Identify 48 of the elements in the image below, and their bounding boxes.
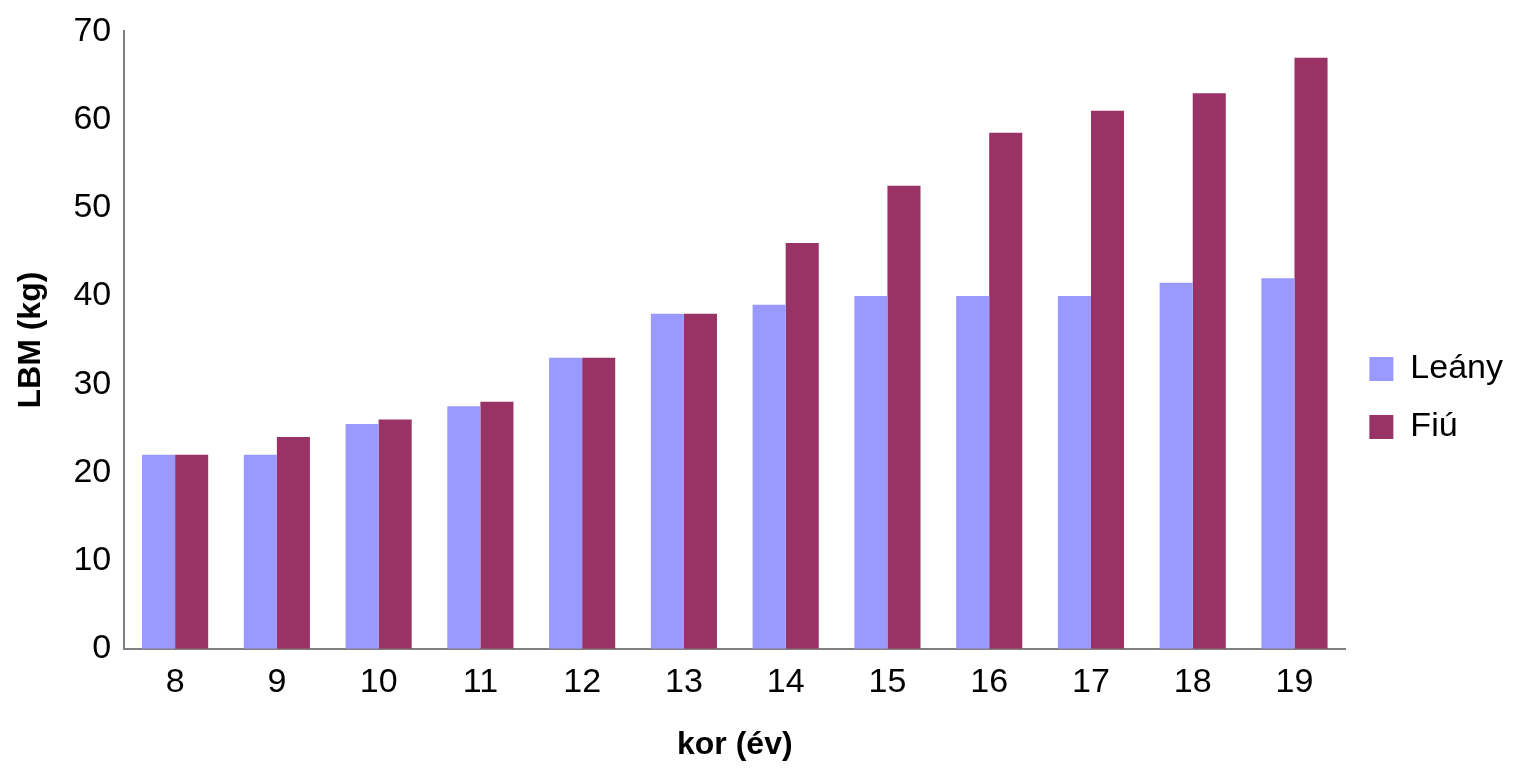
bar: [447, 406, 481, 649]
bar: [1261, 278, 1295, 649]
x-tick-label: 18: [1173, 660, 1212, 699]
x-tick-label: 15: [868, 660, 907, 699]
y-axis-title: LBM (kg): [11, 271, 48, 409]
x-tick-label: 10: [359, 660, 398, 699]
y-tick-label: 30: [73, 362, 112, 401]
x-tick-label: 14: [766, 660, 805, 699]
bar: [1057, 296, 1091, 649]
y-tick-label: 0: [92, 627, 112, 666]
bar: [1192, 93, 1226, 649]
bar: [956, 296, 990, 649]
x-axis-title: kor (év): [676, 724, 793, 761]
legend-label: Fiú: [1410, 405, 1458, 444]
x-tick-label: 17: [1072, 660, 1110, 699]
bar: [276, 437, 310, 649]
x-tick-label: 9: [267, 660, 287, 699]
y-tick-label: 70: [73, 9, 112, 48]
bar: [989, 132, 1023, 649]
bar: [378, 419, 412, 649]
bar: [175, 454, 209, 649]
bar: [887, 185, 921, 649]
y-tick-label: 20: [73, 450, 112, 489]
bar: [1294, 57, 1328, 649]
x-tick-label: 11: [462, 660, 499, 699]
bar: [854, 296, 888, 649]
y-tick-label: 40: [73, 274, 112, 313]
x-tick-label: 19: [1275, 660, 1314, 699]
bar: [785, 243, 819, 649]
bar: [582, 357, 616, 649]
y-tick-label: 10: [73, 538, 112, 577]
x-tick-label: 13: [665, 660, 703, 699]
x-tick-label: 8: [165, 660, 185, 699]
bar: [1159, 282, 1193, 649]
bar: [480, 401, 514, 649]
x-tick-label: 12: [563, 660, 602, 699]
bar: [752, 304, 786, 649]
y-tick-label: 50: [73, 186, 112, 225]
x-tick-label: 16: [970, 660, 1009, 699]
legend-label: Leány: [1410, 347, 1503, 386]
bar: [1090, 110, 1125, 649]
bar: [650, 313, 684, 649]
bar: [345, 423, 379, 649]
bar: [683, 313, 717, 649]
bar: [243, 454, 277, 649]
bar: [142, 454, 176, 649]
y-tick-label: 60: [73, 97, 112, 136]
bar: [549, 357, 583, 649]
